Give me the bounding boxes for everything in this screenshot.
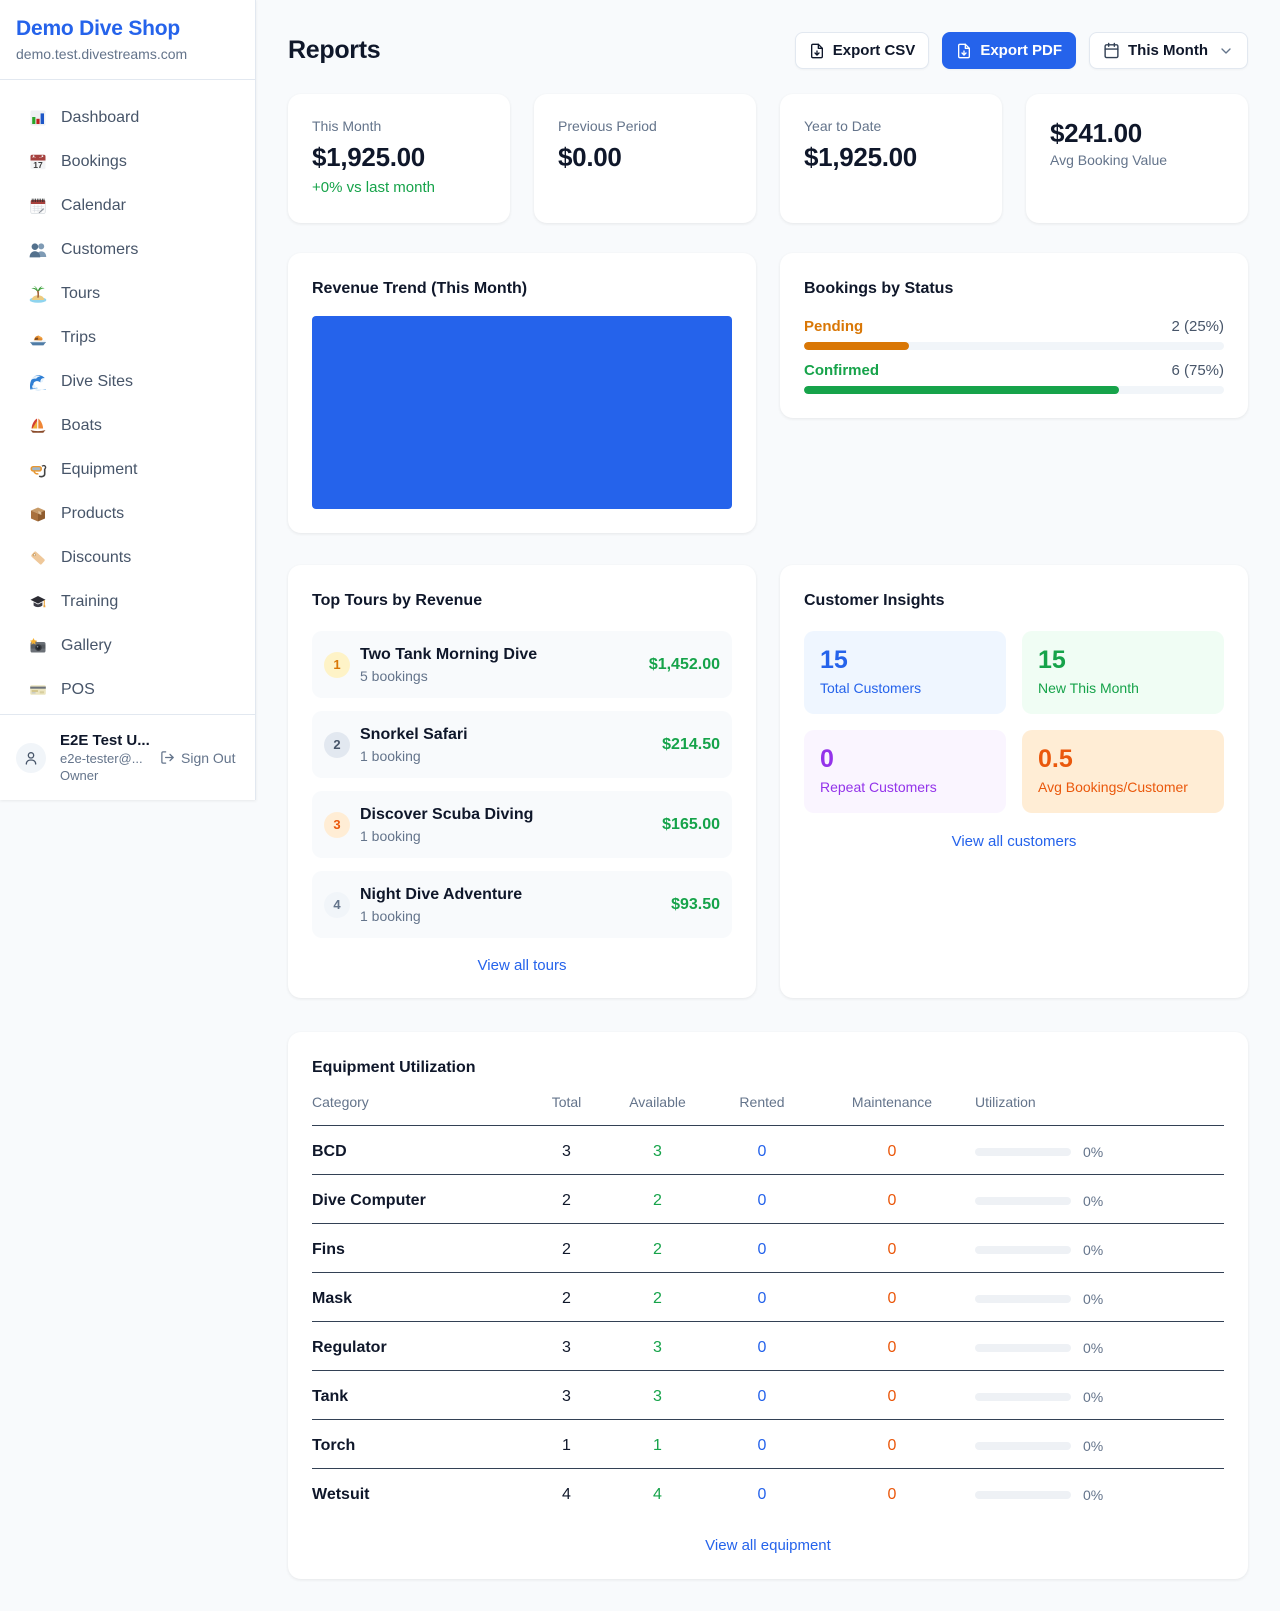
svg-text:17: 17 bbox=[33, 160, 43, 170]
